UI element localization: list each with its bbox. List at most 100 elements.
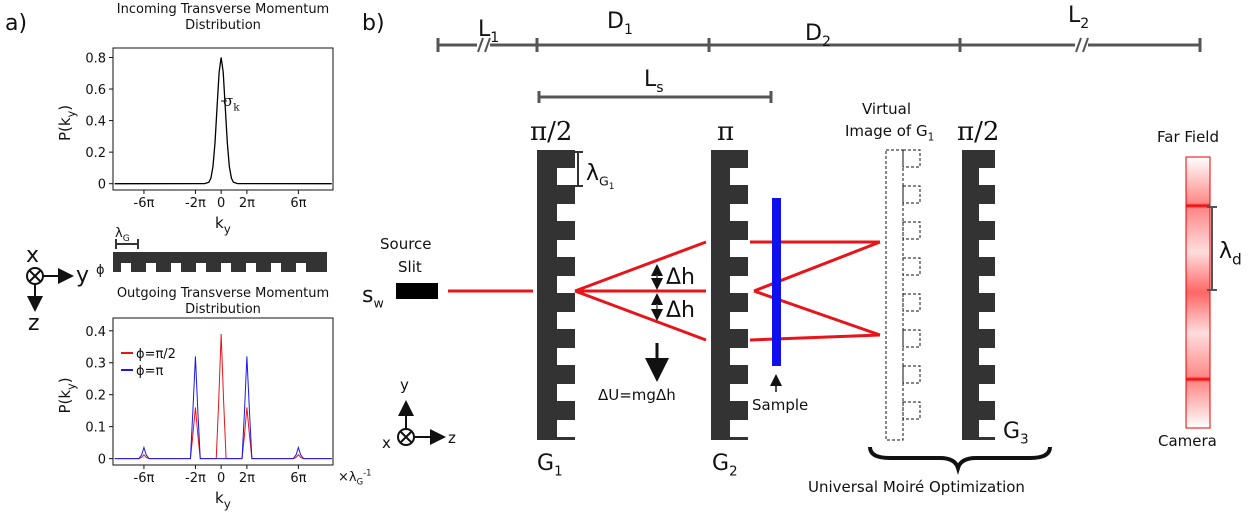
- grating-notch: [979, 276, 995, 293]
- grating-notch: [979, 420, 995, 437]
- grating-notch: [979, 240, 995, 257]
- text-sub: 1: [554, 465, 562, 480]
- axis-name: x: [382, 434, 391, 452]
- text-base: L: [478, 17, 491, 42]
- y-tick-label: 0.2: [85, 146, 106, 161]
- y-tick-label: 0: [98, 453, 106, 468]
- y-axis-label: P(ky): [56, 377, 78, 413]
- grating-notch: [557, 240, 575, 257]
- grating-notch: [979, 168, 995, 185]
- grating-notch: [271, 263, 281, 272]
- grating-notch: [730, 420, 748, 437]
- x-tick-label: 2π: [239, 196, 255, 211]
- x-tick-label: 6π: [290, 196, 306, 211]
- text-base: G: [537, 451, 554, 476]
- plot-frame: [112, 317, 334, 466]
- x-tick-label: 6π: [290, 471, 306, 486]
- legend-label: ϕ=π: [136, 364, 163, 379]
- grating-notch: [557, 420, 575, 437]
- y-tick-label: 0: [98, 178, 106, 193]
- grating-notch: [121, 263, 131, 272]
- text-base: ×λ: [338, 470, 357, 485]
- delta-h: Δh: [666, 265, 695, 290]
- phase-label: π/2: [957, 117, 999, 147]
- grating-notch: [221, 263, 231, 272]
- phase-label: π: [717, 117, 734, 147]
- text-sub: 2: [822, 34, 831, 50]
- text-subsub: 1: [609, 182, 615, 192]
- legend-label: ϕ=π/2: [136, 347, 176, 362]
- source-label: Slit: [398, 258, 422, 276]
- virtual-grating: [885, 149, 904, 441]
- text-base: k: [215, 214, 224, 232]
- y-tick-label: 0.2: [85, 389, 106, 404]
- curve: [114, 57, 332, 185]
- axis-name: y: [76, 263, 89, 288]
- text-after: ): [56, 105, 74, 111]
- length-label: Ls: [644, 67, 664, 96]
- text-sub: 2: [729, 465, 737, 480]
- grating-notch: [557, 204, 575, 221]
- chart-title: Outgoing Transverse Momentum Distributio…: [116, 286, 330, 317]
- grating-notch: [979, 348, 995, 365]
- grating-notch: [730, 240, 748, 257]
- grating-notch: [979, 312, 995, 329]
- grating-notch: [730, 276, 748, 293]
- grating-notch: [730, 312, 748, 329]
- text-sub: 1: [928, 132, 935, 144]
- virtual-notch: [902, 149, 921, 168]
- virtual-notch: [902, 401, 921, 420]
- slit-width: sw: [362, 283, 384, 310]
- grating-name: G1: [537, 451, 563, 480]
- text-sub: y: [65, 110, 78, 117]
- virtual-notch: [902, 185, 921, 204]
- virtual-label: Virtual: [862, 100, 911, 118]
- text-base: L: [1068, 3, 1081, 28]
- text-sub: G: [357, 477, 364, 487]
- annotation: σk: [223, 92, 240, 114]
- break: [484, 37, 491, 53]
- grating-notch: [730, 384, 748, 401]
- optimization-label: Universal Moiré Optimization: [808, 478, 1025, 496]
- virtual-notch: [902, 221, 921, 240]
- axis-name: x: [26, 243, 39, 268]
- grating-notch: [730, 168, 748, 185]
- break: [477, 37, 484, 53]
- text-sub: y: [224, 497, 231, 511]
- virtual-notch: [902, 293, 921, 312]
- axis-name: y: [400, 376, 409, 394]
- source-label: Source: [380, 235, 432, 253]
- axis-name: z: [28, 311, 40, 336]
- sample: [772, 198, 781, 366]
- y-tick-label: 0.4: [85, 325, 106, 340]
- x-axis-label: ky: [215, 489, 231, 511]
- y-tick-label: 0.3: [85, 357, 106, 372]
- y-axis-label: P(ky): [56, 105, 78, 141]
- text-sub: G: [123, 234, 130, 244]
- text-sub: s: [656, 80, 663, 96]
- panel-label: b): [362, 11, 385, 36]
- virtual-notch: [902, 257, 921, 276]
- grating-notch: [246, 263, 256, 272]
- x-tick-label: 0: [217, 196, 225, 211]
- text-sub: k: [233, 102, 240, 114]
- y-tick-label: 0.8: [85, 51, 106, 66]
- text-base: G: [1003, 419, 1020, 444]
- text-sub: G: [599, 173, 609, 188]
- x-tick-label: 2π: [239, 471, 255, 486]
- text-base: λ: [586, 161, 599, 186]
- break: [1075, 37, 1082, 53]
- panel-label: a): [5, 11, 27, 36]
- text-base: σ: [223, 92, 233, 110]
- far-field: [1185, 156, 1211, 429]
- grating-notch: [557, 384, 575, 401]
- grating-notch: [196, 263, 206, 272]
- text-base: D: [607, 9, 624, 34]
- text-sub: y: [224, 222, 231, 236]
- chart-title: Incoming Transverse Momentum Distributio…: [116, 2, 330, 33]
- length-label: D1: [607, 9, 633, 38]
- text-sup: -1: [363, 468, 371, 478]
- grating-notch: [557, 348, 575, 365]
